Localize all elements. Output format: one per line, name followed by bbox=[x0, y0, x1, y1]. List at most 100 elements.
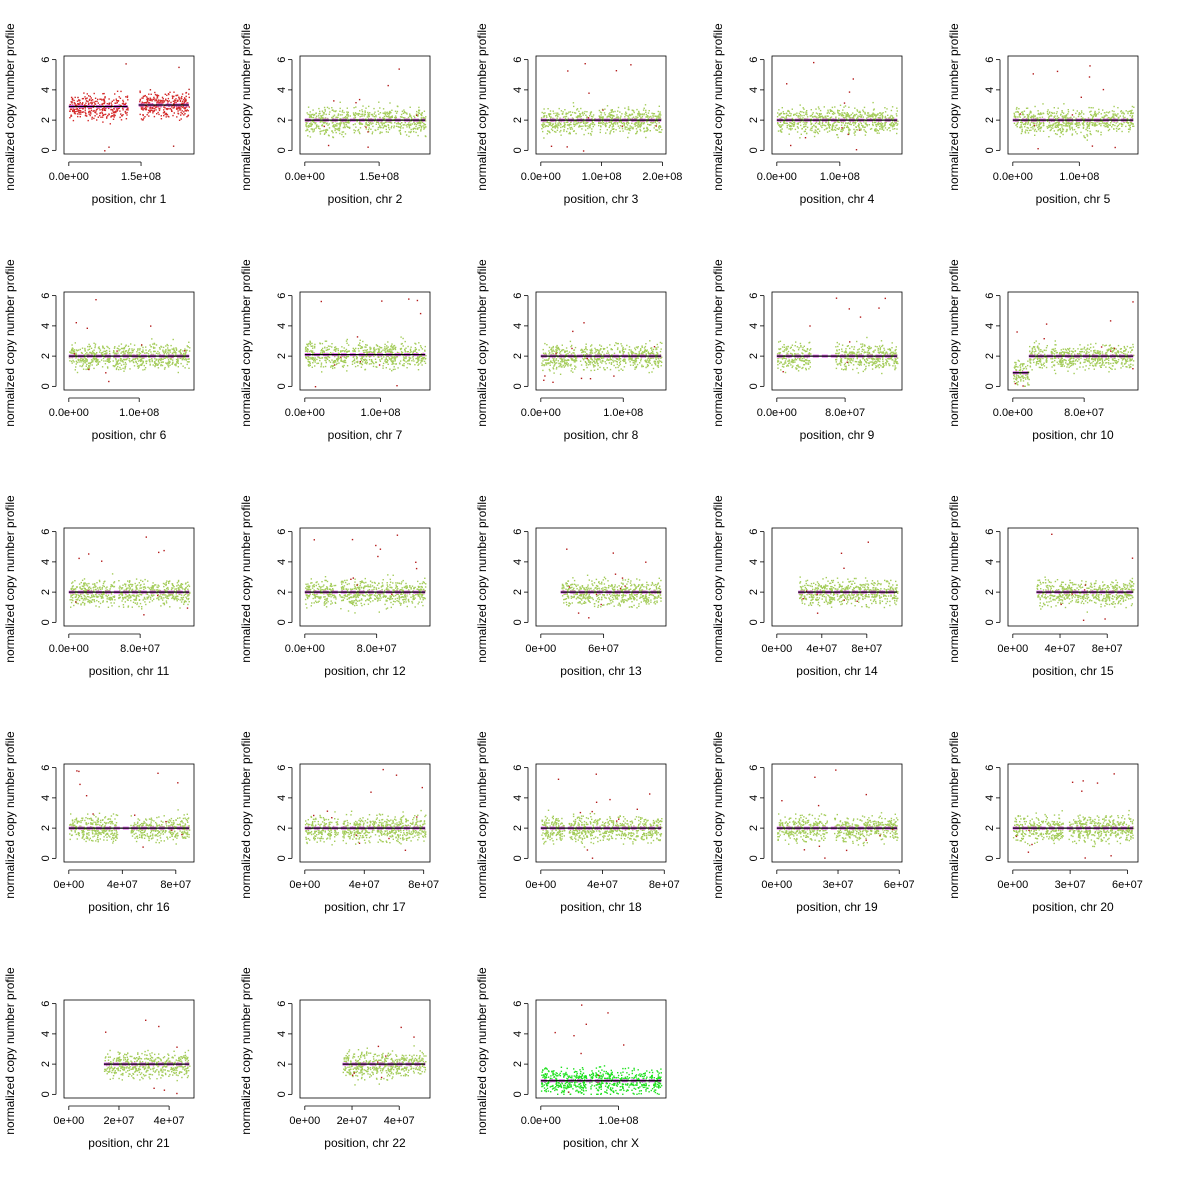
data-point bbox=[836, 128, 838, 130]
data-point bbox=[100, 352, 103, 354]
data-point bbox=[163, 109, 165, 111]
data-point bbox=[409, 114, 411, 116]
data-point bbox=[319, 359, 321, 362]
data-point bbox=[589, 112, 592, 114]
outlier-point bbox=[419, 312, 422, 315]
data-point bbox=[617, 106, 620, 109]
data-point bbox=[602, 117, 604, 120]
data-point bbox=[394, 368, 396, 370]
data-point bbox=[407, 124, 409, 126]
data-point bbox=[182, 350, 184, 352]
data-point bbox=[72, 119, 75, 122]
data-point bbox=[101, 116, 104, 118]
data-point bbox=[549, 117, 552, 119]
data-point bbox=[575, 116, 578, 118]
data-point bbox=[861, 124, 863, 126]
data-point bbox=[854, 107, 856, 109]
data-point bbox=[335, 349, 337, 351]
data-point bbox=[346, 370, 348, 372]
data-point bbox=[413, 115, 415, 117]
y-tick-label: 4 bbox=[512, 87, 524, 93]
data-point bbox=[884, 123, 886, 125]
data-point bbox=[77, 103, 80, 105]
data-point bbox=[69, 110, 71, 112]
data-point bbox=[101, 99, 103, 101]
data-point bbox=[179, 357, 182, 359]
data-point bbox=[71, 344, 73, 346]
data-point bbox=[1027, 118, 1030, 120]
data-point bbox=[804, 122, 806, 124]
data-point bbox=[1040, 127, 1042, 130]
data-point bbox=[91, 364, 93, 366]
data-point bbox=[610, 122, 613, 125]
data-point bbox=[582, 118, 585, 120]
data-point bbox=[1112, 113, 1114, 115]
data-point bbox=[155, 99, 158, 101]
data-point bbox=[188, 93, 190, 95]
data-point bbox=[1077, 122, 1079, 124]
data-point bbox=[132, 350, 134, 352]
data-point bbox=[559, 123, 562, 125]
data-point bbox=[171, 362, 174, 365]
data-point bbox=[601, 122, 603, 124]
data-point bbox=[400, 133, 402, 135]
data-point bbox=[111, 100, 113, 103]
data-point bbox=[869, 114, 872, 117]
data-point bbox=[864, 112, 866, 115]
data-point bbox=[163, 101, 165, 103]
data-point bbox=[810, 123, 812, 125]
data-point bbox=[557, 122, 559, 124]
data-point bbox=[561, 113, 564, 115]
data-point bbox=[640, 123, 642, 125]
data-point bbox=[1014, 116, 1017, 118]
data-point bbox=[373, 348, 375, 350]
data-point bbox=[113, 116, 115, 118]
data-point bbox=[786, 125, 788, 127]
data-point bbox=[631, 122, 633, 124]
data-point bbox=[384, 360, 386, 362]
data-point bbox=[152, 346, 155, 348]
data-point bbox=[344, 116, 346, 119]
data-point bbox=[1015, 124, 1017, 126]
data-point bbox=[179, 350, 181, 352]
data-point bbox=[169, 91, 171, 93]
data-point bbox=[359, 110, 361, 112]
data-point bbox=[153, 105, 156, 107]
data-point bbox=[1080, 131, 1082, 134]
data-point bbox=[1120, 110, 1123, 112]
data-point bbox=[372, 122, 374, 124]
data-point bbox=[148, 115, 150, 117]
data-point bbox=[1091, 124, 1094, 126]
data-point bbox=[1058, 124, 1060, 126]
data-point bbox=[96, 100, 98, 102]
data-point bbox=[345, 117, 347, 120]
data-point bbox=[585, 114, 587, 116]
data-point bbox=[99, 361, 101, 363]
data-point bbox=[125, 112, 127, 115]
data-point bbox=[351, 363, 354, 365]
data-point bbox=[362, 340, 364, 343]
data-point bbox=[557, 127, 559, 129]
data-point bbox=[155, 105, 157, 107]
data-point bbox=[324, 359, 326, 361]
data-point bbox=[876, 129, 878, 131]
data-point bbox=[879, 125, 881, 128]
data-point bbox=[157, 353, 159, 355]
data-point bbox=[422, 357, 424, 359]
data-point bbox=[643, 127, 645, 129]
data-point bbox=[1118, 123, 1121, 125]
data-point bbox=[81, 107, 83, 109]
data-point bbox=[78, 361, 80, 363]
data-point bbox=[128, 352, 130, 354]
data-point bbox=[334, 348, 336, 351]
data-point bbox=[130, 343, 132, 345]
data-point bbox=[183, 114, 185, 116]
data-point bbox=[1076, 124, 1078, 126]
data-point bbox=[889, 130, 891, 132]
data-point bbox=[308, 365, 310, 367]
x-tick-label: 0.0e+00 bbox=[285, 171, 325, 183]
data-point bbox=[839, 104, 842, 106]
data-point bbox=[842, 127, 844, 130]
data-point bbox=[393, 125, 395, 127]
